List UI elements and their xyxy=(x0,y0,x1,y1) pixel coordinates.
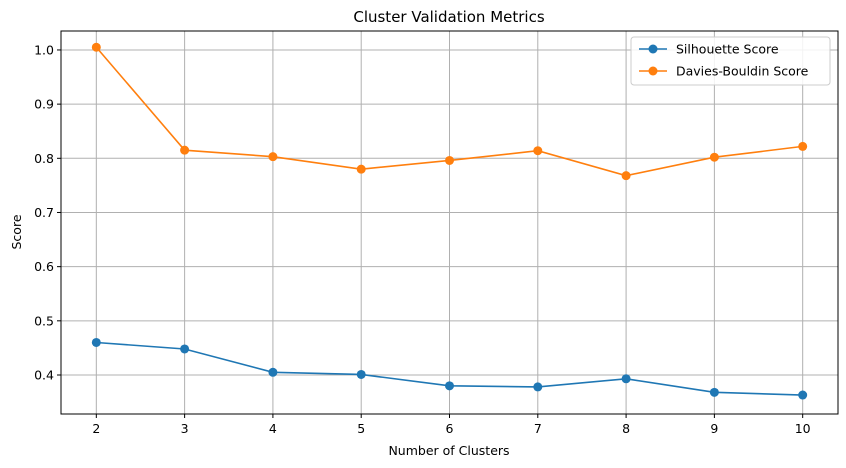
legend-label: Silhouette Score xyxy=(676,42,779,57)
data-point xyxy=(798,390,808,400)
data-point xyxy=(356,164,366,174)
x-tick-label: 9 xyxy=(710,421,718,436)
data-point xyxy=(445,381,454,391)
legend-marker xyxy=(648,66,658,76)
x-axis-label: Number of Clusters xyxy=(388,443,509,458)
x-tick-label: 10 xyxy=(795,421,811,436)
series-group xyxy=(91,42,808,400)
ticks: 2 3 4 5 6 7 8 9 10 0.4 0.5 0.6 0.7 0.8 0.9 1.0 xyxy=(34,42,811,436)
y-tick-label: 0.4 xyxy=(34,367,54,382)
data-point xyxy=(268,152,278,162)
data-point xyxy=(180,145,190,155)
x-tick-label: 5 xyxy=(357,421,365,436)
x-tick-label: 2 xyxy=(92,421,100,436)
y-tick-label: 0.7 xyxy=(34,205,54,220)
grid xyxy=(61,31,838,414)
x-tick-label: 3 xyxy=(181,421,189,436)
data-point xyxy=(268,367,278,377)
data-point xyxy=(709,387,719,397)
x-tick-label: 4 xyxy=(269,421,277,436)
data-point xyxy=(445,155,454,165)
chart-title: Cluster Validation Metrics xyxy=(353,8,544,26)
y-tick-label: 1.0 xyxy=(34,42,54,57)
data-point xyxy=(180,344,190,354)
x-tick-label: 8 xyxy=(622,421,630,436)
y-axis-label: Score xyxy=(9,214,24,249)
legend: Silhouette Score Davies-Bouldin Score xyxy=(630,36,831,86)
data-point xyxy=(798,141,808,151)
x-tick-label: 6 xyxy=(446,421,454,436)
data-point xyxy=(356,369,366,379)
data-point xyxy=(621,374,631,384)
y-tick-label: 0.8 xyxy=(34,151,54,166)
legend-box xyxy=(630,36,831,86)
data-point xyxy=(533,146,543,156)
legend-label: Davies-Bouldin Score xyxy=(676,64,809,79)
data-point xyxy=(621,171,631,181)
data-point xyxy=(91,42,101,52)
y-tick-label: 0.9 xyxy=(34,97,54,112)
y-tick-label: 0.6 xyxy=(34,259,54,274)
data-point xyxy=(91,337,101,347)
data-point xyxy=(533,382,543,392)
data-point xyxy=(709,152,719,162)
legend-marker xyxy=(648,44,658,54)
y-tick-label: 0.5 xyxy=(34,313,54,328)
x-tick-label: 7 xyxy=(534,421,542,436)
